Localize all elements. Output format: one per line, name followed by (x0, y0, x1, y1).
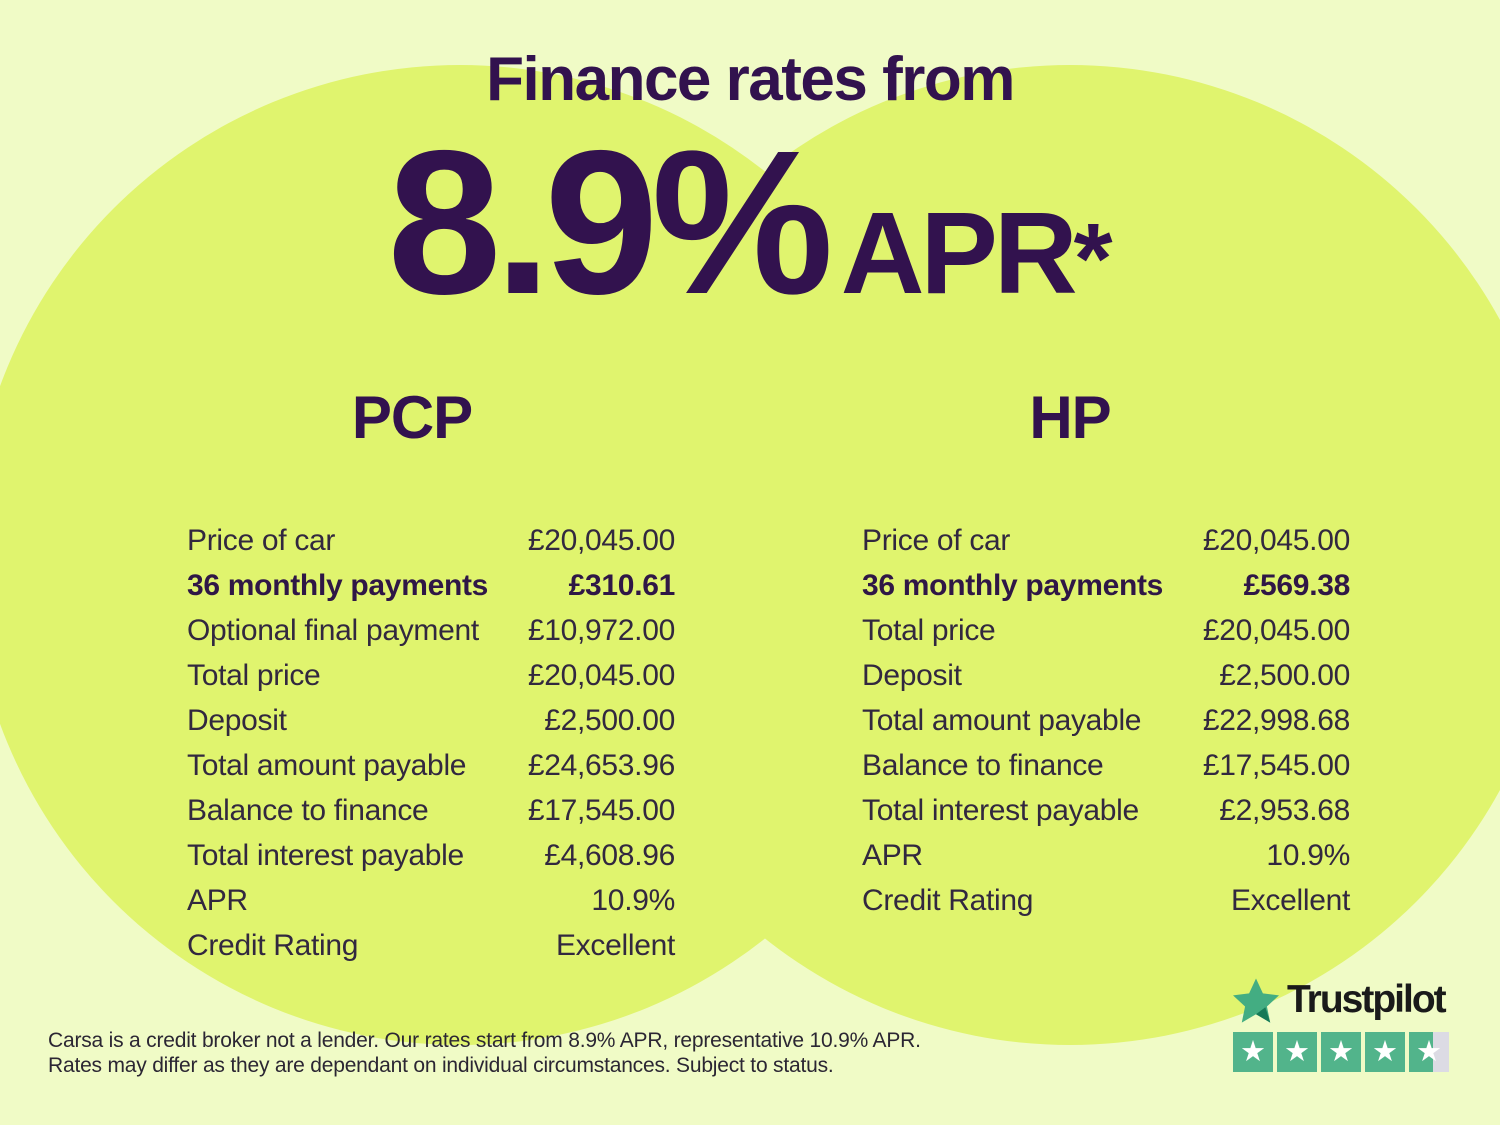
row-value: 10.9% (591, 883, 675, 917)
table-row: Total amount payable £22,998.68 (862, 698, 1350, 743)
row-label: Balance to finance (187, 793, 429, 827)
table-row: Deposit £2,500.00 (862, 653, 1350, 698)
table-row: 36 monthly payments £310.61 (187, 563, 675, 608)
row-label: APR (862, 838, 923, 872)
row-label: Credit Rating (862, 883, 1034, 917)
row-label: Total interest payable (862, 793, 1139, 827)
pcp-rows: Price of car £20,045.00 36 monthly payment… (187, 518, 675, 968)
row-value: £10,972.00 (527, 613, 675, 647)
row-value: £17,545.00 (1202, 748, 1350, 782)
pcp-title: PCP (351, 384, 473, 451)
row-label: Total price (862, 613, 996, 647)
rating-star-box: ★ (1409, 1032, 1449, 1072)
table-row: APR 10.9% (862, 833, 1350, 878)
table-row: Total price £20,045.00 (862, 608, 1350, 653)
table-row: Optional final payment £10,972.00 (187, 608, 675, 653)
star-icon: ★ (1328, 1033, 1354, 1068)
star-icon: ★ (1240, 1033, 1266, 1068)
table-row: Balance to finance £17,545.00 (862, 743, 1350, 788)
table-row: Credit Rating Excellent (187, 923, 675, 968)
row-value: 10.9% (1266, 838, 1350, 872)
hp-rows: Price of car £20,045.00 36 monthly payment… (862, 518, 1350, 923)
rating-star-box: ★ (1365, 1032, 1405, 1072)
row-value: £20,045.00 (527, 658, 675, 692)
page-title: Finance rates from (486, 45, 1015, 114)
row-label: Optional final payment (187, 613, 479, 647)
headline-rate: 8.9% APR* (0, 120, 1500, 325)
table-row: Total price £20,045.00 (187, 653, 675, 698)
rating-star-box: ★ (1321, 1032, 1361, 1072)
row-value: £2,500.00 (544, 703, 675, 737)
table-row: Credit Rating Excellent (862, 878, 1350, 923)
pcp-column: PCP Price of car £20,045.00 36 monthly pay… (187, 388, 675, 968)
row-value: £569.38 (1243, 568, 1351, 602)
disclaimer: Carsa is a credit broker not a lender. O… (48, 1029, 921, 1078)
row-value: £17,545.00 (527, 793, 675, 827)
row-label: Balance to finance (862, 748, 1104, 782)
row-label: 36 monthly payments (862, 568, 1164, 602)
row-label: Price of car (187, 523, 336, 557)
disclaimer-line-1: Carsa is a credit broker not a lender. O… (48, 1029, 921, 1052)
table-row: Total interest payable £4,608.96 (187, 833, 675, 878)
footnote-asterisk: * (1073, 203, 1113, 315)
table-row: Price of car £20,045.00 (187, 518, 675, 563)
row-label: Deposit (862, 658, 962, 692)
trustpilot-badge: Trustpilot ★ ★ ★ ★ ★ (1233, 977, 1449, 1072)
star-icon: ★ (1372, 1033, 1398, 1068)
row-label: Price of car (862, 523, 1011, 557)
row-value: £2,500.00 (1219, 658, 1350, 692)
row-label: 36 monthly payments (187, 568, 489, 602)
row-value: £310.61 (568, 568, 676, 602)
table-row: 36 monthly payments £569.38 (862, 563, 1350, 608)
rating-star-box: ★ (1233, 1032, 1273, 1072)
row-value: £24,653.96 (527, 748, 675, 782)
disclaimer-line-2: Rates may differ as they are dependant o… (48, 1053, 834, 1077)
row-label: Total amount payable (187, 748, 467, 782)
row-value: £20,045.00 (1202, 523, 1350, 557)
star-icon: ★ (1284, 1033, 1310, 1068)
background-circle-right (580, 65, 1500, 1045)
hp-title: HP (1029, 384, 1111, 451)
trustpilot-star-icon (1233, 978, 1279, 1023)
row-label: Deposit (187, 703, 287, 737)
row-value: £20,045.00 (1202, 613, 1350, 647)
trustpilot-brand-text: Trustpilot (1287, 978, 1447, 1021)
table-row: Total interest payable £2,953.68 (862, 788, 1350, 833)
table-row: Deposit £2,500.00 (187, 698, 675, 743)
rating-star-box: ★ (1277, 1032, 1317, 1072)
table-row: APR 10.9% (187, 878, 675, 923)
row-label: Total price (187, 658, 321, 692)
row-value: £20,045.00 (527, 523, 675, 557)
trustpilot-logo: Trustpilot (1233, 977, 1449, 1023)
rate-value: 8.9% (387, 108, 833, 337)
row-value: £4,608.96 (544, 838, 675, 872)
row-label: Total amount payable (862, 703, 1142, 737)
star-icon: ★ (1416, 1033, 1442, 1068)
row-value: Excellent (1230, 883, 1350, 917)
row-label: Credit Rating (187, 928, 359, 962)
row-label: Total interest payable (187, 838, 464, 872)
trustpilot-rating-stars: ★ ★ ★ ★ ★ (1233, 1032, 1449, 1072)
apr-label: APR* (841, 195, 1113, 311)
table-row: Price of car £20,045.00 (862, 518, 1350, 563)
row-value: £22,998.68 (1202, 703, 1350, 737)
row-value: £2,953.68 (1219, 793, 1350, 827)
table-row: Balance to finance £17,545.00 (187, 788, 675, 833)
apr-text: APR (840, 188, 1078, 318)
hp-column: HP Price of car £20,045.00 36 monthly paym… (862, 388, 1350, 923)
row-value: Excellent (555, 928, 675, 962)
row-label: APR (187, 883, 248, 917)
table-row: Total amount payable £24,653.96 (187, 743, 675, 788)
